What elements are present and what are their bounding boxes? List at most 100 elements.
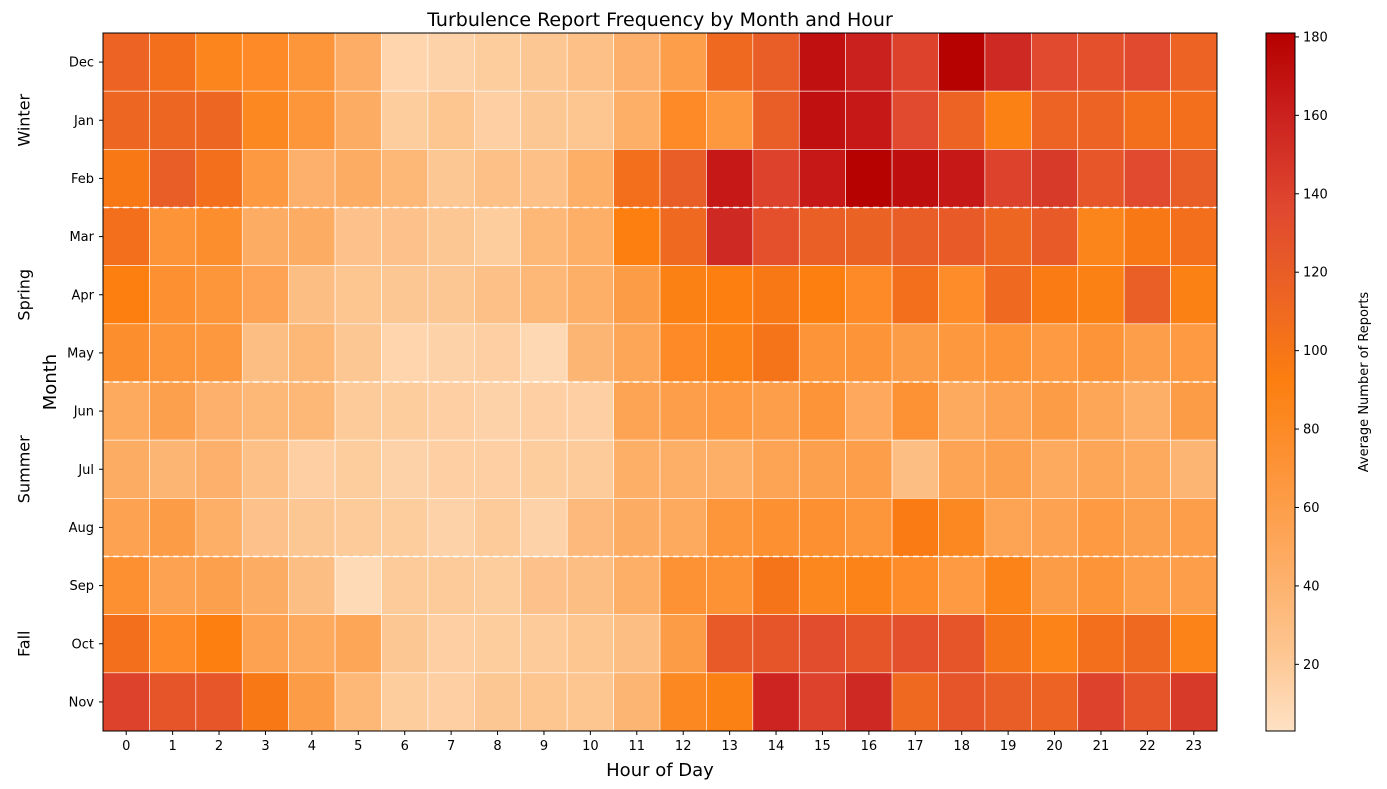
heatmap-cell — [520, 672, 568, 732]
heatmap-cell — [149, 556, 197, 615]
heatmap-cell — [1123, 149, 1171, 208]
heatmap-cell — [566, 439, 614, 499]
heatmap-cell — [102, 207, 150, 266]
heatmap-cell — [938, 149, 986, 208]
heatmap-cells — [102, 32, 1218, 732]
y-tick-label: Feb — [71, 172, 94, 187]
heatmap-cell — [474, 381, 522, 441]
heatmap-cell — [891, 323, 939, 383]
heatmap-cell — [427, 323, 475, 383]
heatmap-cell — [891, 381, 939, 441]
heatmap-cell — [845, 90, 893, 150]
x-tick-label: 5 — [354, 739, 362, 754]
heatmap-cell — [1123, 32, 1171, 92]
heatmap-cell — [1170, 381, 1218, 441]
heatmap-cell — [474, 265, 522, 325]
heatmap-cell — [334, 672, 382, 732]
heatmap-cell — [984, 672, 1032, 732]
heatmap-cell — [381, 323, 429, 383]
heatmap-cell — [752, 498, 800, 557]
heatmap-cell — [288, 439, 336, 499]
heatmap-cell — [427, 265, 475, 325]
heatmap-cell — [195, 149, 243, 208]
heatmap-cell — [752, 32, 800, 92]
heatmap-cell — [149, 381, 197, 441]
heatmap-cell — [149, 498, 197, 557]
x-tick-label: 11 — [629, 739, 646, 754]
heatmap-cell — [195, 672, 243, 732]
heatmap-cell — [706, 265, 754, 325]
heatmap-cell — [241, 207, 289, 266]
heatmap-cell — [845, 672, 893, 732]
heatmap-cell — [1077, 323, 1125, 383]
heatmap-cell — [195, 556, 243, 615]
heatmap-cell — [1170, 149, 1218, 208]
y-tick-label: Jul — [77, 463, 94, 478]
x-tick-label: 14 — [768, 739, 785, 754]
heatmap-cell — [659, 207, 707, 266]
heatmap-cell — [891, 207, 939, 266]
heatmap-cell — [984, 149, 1032, 208]
heatmap-cell — [288, 381, 336, 441]
y-axis-ticks: Dec Jan Feb Mar Apr May Jun Jul Aug Sep Oct Nov — [67, 56, 103, 710]
heatmap-cell — [1123, 207, 1171, 266]
heatmap-cell — [1123, 498, 1171, 557]
heatmap-cell — [938, 556, 986, 615]
heatmap-cell — [566, 498, 614, 557]
heatmap-cell — [241, 90, 289, 150]
heatmap-cell — [984, 90, 1032, 150]
colorbar-tick-label: 60 — [1303, 501, 1320, 516]
y-tick-label: Apr — [72, 288, 95, 303]
heatmap-cell — [427, 381, 475, 441]
heatmap-cell — [845, 32, 893, 92]
heatmap-cell — [1170, 498, 1218, 557]
heatmap-cell — [427, 149, 475, 208]
colorbar-tick-label: 160 — [1303, 109, 1328, 124]
heatmap-cell — [288, 265, 336, 325]
heatmap-cell — [102, 439, 150, 499]
x-tick-label: 3 — [261, 739, 269, 754]
heatmap-cell — [798, 439, 846, 499]
heatmap-cell — [798, 265, 846, 325]
heatmap-cell — [241, 32, 289, 92]
heatmap-cell — [659, 498, 707, 557]
heatmap-cell — [520, 265, 568, 325]
heatmap-cell — [334, 439, 382, 499]
heatmap-cell — [613, 672, 661, 732]
heatmap-cell — [613, 323, 661, 383]
heatmap-cell — [1077, 672, 1125, 732]
heatmap-cell — [149, 32, 197, 92]
heatmap-cell — [938, 614, 986, 674]
heatmap-cell — [566, 556, 614, 615]
heatmap-cell — [845, 149, 893, 208]
heatmap-cell — [520, 498, 568, 557]
heatmap-cell — [938, 207, 986, 266]
x-tick-label: 23 — [1186, 739, 1203, 754]
heatmap-cell — [566, 381, 614, 441]
x-axis-label: Hour of Day — [606, 760, 714, 781]
y-axis-label: Month — [40, 354, 61, 410]
heatmap-cell — [706, 614, 754, 674]
heatmap-cell — [381, 207, 429, 266]
heatmap-cell — [938, 265, 986, 325]
heatmap-cell — [1031, 90, 1079, 150]
heatmap-cell — [474, 439, 522, 499]
heatmap-cell — [1170, 32, 1218, 92]
x-tick-label: 9 — [540, 739, 548, 754]
heatmap-cell — [149, 439, 197, 499]
heatmap-cell — [1077, 90, 1125, 150]
season-label: Spring — [15, 269, 34, 321]
heatmap-cell — [241, 265, 289, 325]
season-label: Summer — [15, 435, 34, 503]
heatmap-cell — [798, 614, 846, 674]
heatmap-cell — [938, 90, 986, 150]
season-labels: Winter Spring Summer Fall — [15, 93, 34, 657]
x-tick-label: 1 — [168, 739, 176, 754]
heatmap-cell — [752, 556, 800, 615]
heatmap-cell — [1031, 207, 1079, 266]
heatmap-cell — [102, 32, 150, 92]
heatmap-cell — [102, 265, 150, 325]
heatmap-cell — [566, 32, 614, 92]
heatmap-cell — [613, 207, 661, 266]
heatmap-cell — [798, 672, 846, 732]
